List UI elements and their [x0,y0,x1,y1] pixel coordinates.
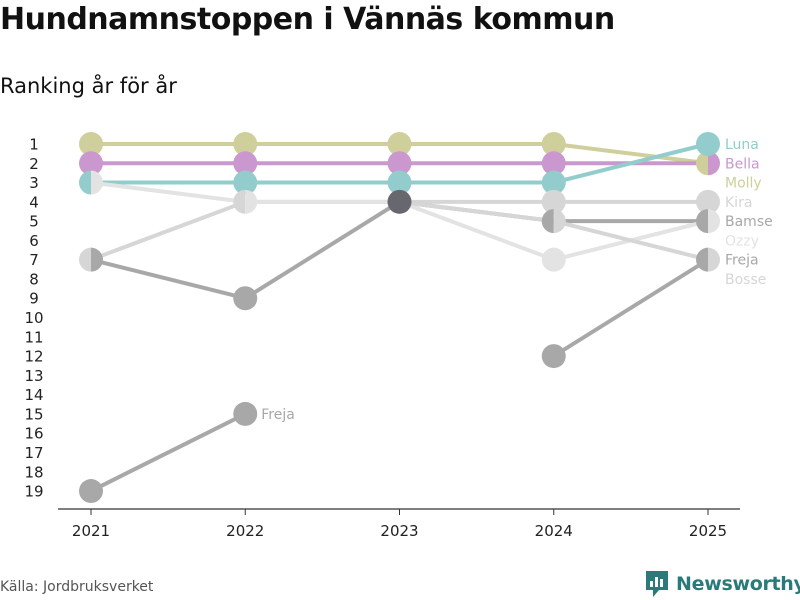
data-point [553,209,566,234]
x-axis-ticks: 2021 2022 2023 2024 2025 [72,509,727,540]
series-line-segment [397,199,556,224]
data-point [696,151,708,176]
y-tick-label: 12 [24,348,43,366]
y-tick-label: 5 [29,213,39,231]
series-line-segment [89,180,248,204]
data-point [708,151,720,176]
x-tick-label: 2021 [72,522,110,540]
series-line-segment [397,199,556,262]
x-tick-label: 2025 [689,522,727,540]
data-point [696,132,720,156]
data-point [79,479,103,504]
y-tick-label: 15 [24,405,43,423]
data-point [541,132,566,156]
data-point [233,151,258,176]
y-tick-label: 18 [24,463,43,481]
data-point [233,170,258,195]
data-point [708,209,720,234]
annotation-label: Freja [261,407,295,423]
data-point [387,151,412,176]
source-note: Källa: Jordbruksverket [0,579,154,595]
brand-name: Newsworthy [676,573,800,595]
x-tick-label: 2023 [380,522,418,540]
data-point [233,132,258,156]
series-label: Freja [725,253,759,269]
data-point [696,209,708,234]
data-point [91,247,104,272]
series-line-segment [551,142,710,166]
series-line-segment [89,199,248,262]
data-point [541,151,566,176]
y-tick-label: 7 [29,251,39,269]
data-point [387,170,412,195]
data-point [79,151,103,176]
y-tick-label: 6 [29,232,39,250]
data-point [245,189,258,214]
series-label: Luna [725,137,759,153]
x-tick-label: 2022 [226,522,264,540]
data-point [233,401,258,426]
series-line-segment [551,219,710,262]
data-point [541,247,566,272]
series-line-segment [89,411,248,494]
newsworthy-logo-icon [646,571,668,597]
series-line-segment [243,199,402,301]
y-tick-label: 13 [24,367,43,385]
data-point [696,247,708,272]
x-tick-label: 2024 [535,522,573,540]
series-label: Bosse [725,272,766,288]
data-point [541,170,566,195]
series-line-segment [551,257,710,359]
y-tick-label: 2 [29,155,39,173]
y-tick-label: 11 [24,328,43,346]
y-tick-label: 16 [24,425,43,443]
y-tick-label: 1 [29,136,39,154]
y-tick-label: 17 [24,444,43,462]
y-tick-label: 8 [29,270,39,288]
series-line-segment [551,142,710,185]
y-tick-label: 4 [29,193,39,211]
brand-logo-block: Newsworthy [645,570,800,598]
series-lines [89,142,710,494]
y-tick-label: 9 [29,290,39,308]
data-point [541,189,566,214]
data-point [79,170,91,195]
series-label: Ozzy [725,233,759,249]
series-labels: Molly Bella Luna Kira Bamse Ozzy Freja Bosse Fre… [261,137,772,423]
series-label: Bella [725,156,760,172]
data-point [387,189,412,214]
series-label: Molly [725,176,762,192]
series-points [79,132,720,504]
data-point [541,344,566,369]
chart-title: Hundnamnstoppen i Vännäs kommun [0,2,615,37]
data-point [79,247,91,272]
y-tick-label: 3 [29,174,39,192]
series-line-segment [89,257,248,301]
data-point [387,132,412,156]
series-label: Bamse [725,214,773,230]
y-tick-label: 19 [24,483,43,501]
data-point [233,189,246,214]
chart-subtitle: Ranking år för år [0,74,177,98]
data-point [79,132,103,156]
data-point [541,209,554,234]
data-point [696,189,720,214]
series-label: Kira [725,195,752,211]
data-point [233,286,258,311]
y-tick-label: 14 [24,386,43,404]
data-point [91,170,104,195]
y-tick-label: 10 [24,309,43,327]
data-point [708,247,720,272]
